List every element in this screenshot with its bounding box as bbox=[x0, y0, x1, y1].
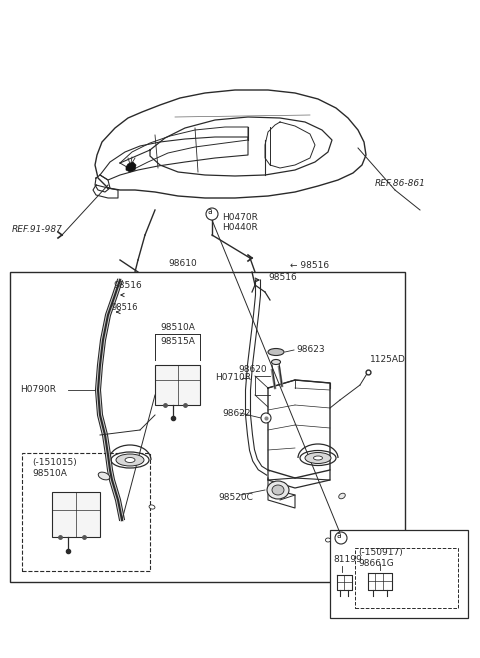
Bar bbox=[355, 548, 458, 608]
Text: 1125AD: 1125AD bbox=[370, 355, 406, 365]
Ellipse shape bbox=[272, 359, 280, 365]
Text: H0790R: H0790R bbox=[20, 386, 56, 395]
Text: 98620: 98620 bbox=[238, 365, 266, 374]
Text: 98520C: 98520C bbox=[218, 492, 253, 501]
Circle shape bbox=[206, 208, 218, 220]
Ellipse shape bbox=[268, 349, 284, 355]
Bar bbox=[10, 272, 405, 582]
Circle shape bbox=[335, 532, 347, 544]
Ellipse shape bbox=[272, 485, 284, 495]
Ellipse shape bbox=[339, 494, 345, 499]
Text: H0440R: H0440R bbox=[222, 224, 258, 232]
Text: 98610: 98610 bbox=[168, 259, 197, 268]
Bar bbox=[52, 492, 100, 537]
Text: REF.86-861: REF.86-861 bbox=[375, 178, 426, 188]
Circle shape bbox=[261, 413, 271, 423]
Text: a: a bbox=[208, 207, 212, 216]
Text: 98516: 98516 bbox=[113, 282, 142, 290]
Polygon shape bbox=[126, 162, 136, 172]
Bar bbox=[330, 530, 468, 618]
Ellipse shape bbox=[149, 505, 155, 509]
Text: 98516: 98516 bbox=[112, 303, 139, 311]
Ellipse shape bbox=[111, 452, 149, 468]
Text: ← 98516: ← 98516 bbox=[290, 261, 329, 270]
Text: 98622: 98622 bbox=[222, 409, 251, 417]
Text: 98661G: 98661G bbox=[358, 559, 394, 567]
Text: 98510A: 98510A bbox=[160, 324, 195, 332]
Ellipse shape bbox=[125, 457, 135, 463]
Ellipse shape bbox=[98, 472, 110, 480]
Text: (-151015): (-151015) bbox=[32, 457, 77, 467]
Text: 98510A: 98510A bbox=[32, 470, 67, 478]
Bar bbox=[22, 453, 150, 571]
Ellipse shape bbox=[325, 538, 331, 542]
Text: (-150917): (-150917) bbox=[358, 547, 403, 557]
Text: 98516: 98516 bbox=[268, 274, 297, 282]
Text: 81199: 81199 bbox=[333, 555, 362, 565]
Text: a: a bbox=[336, 532, 341, 540]
Text: REF.91-987: REF.91-987 bbox=[12, 226, 63, 234]
Ellipse shape bbox=[300, 451, 336, 465]
Bar bbox=[155, 365, 200, 405]
Ellipse shape bbox=[116, 454, 144, 466]
Text: 98515A: 98515A bbox=[160, 336, 195, 345]
Text: H0710R: H0710R bbox=[215, 374, 251, 382]
Ellipse shape bbox=[313, 456, 323, 460]
Text: 98623: 98623 bbox=[296, 345, 324, 355]
Text: H0470R: H0470R bbox=[222, 213, 258, 222]
Ellipse shape bbox=[305, 453, 331, 463]
Ellipse shape bbox=[267, 481, 289, 499]
